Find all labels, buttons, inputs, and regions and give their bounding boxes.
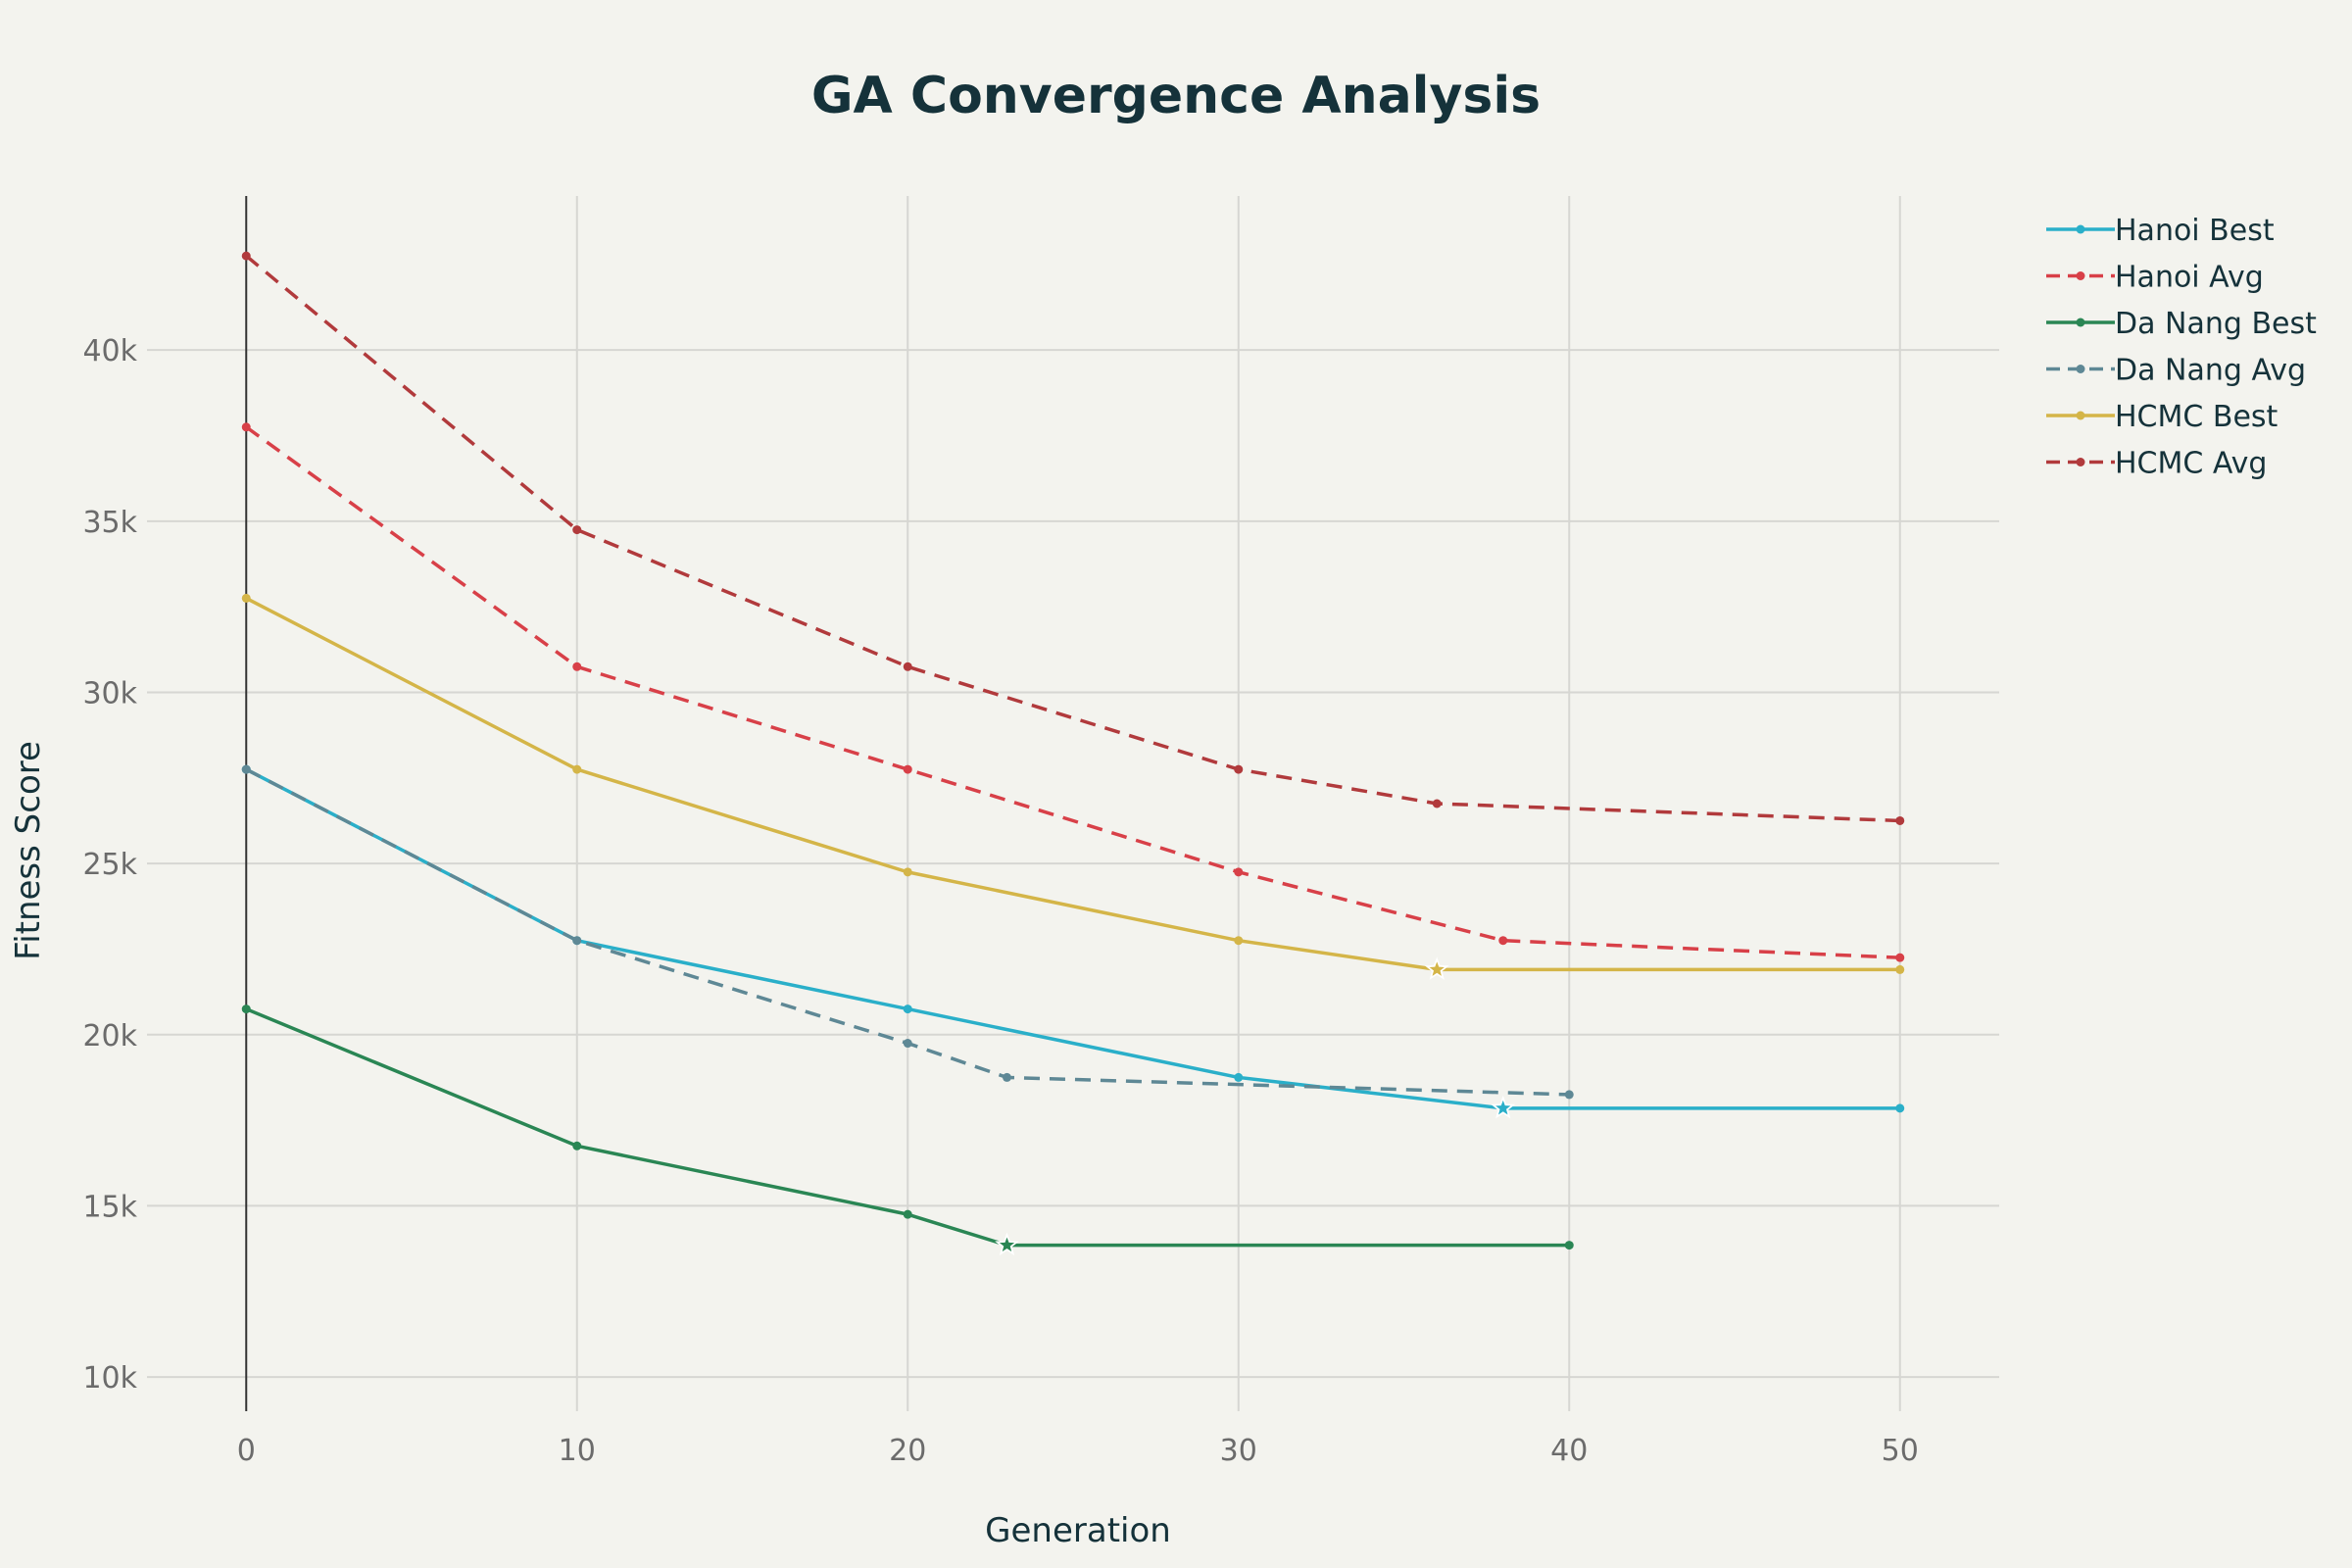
data-point-hcmc-avg[interactable]: [903, 662, 912, 671]
data-point-hanoi-avg[interactable]: [1234, 867, 1244, 877]
data-point-hcmc-best[interactable]: [903, 867, 912, 877]
data-point-hanoi-avg[interactable]: [903, 764, 912, 774]
data-point-hcmc-avg[interactable]: [1895, 815, 1905, 825]
y-axis-ticks: 10k 15k 20k 25k 30k 35k 40k: [82, 334, 137, 1396]
data-point-hcmc-best[interactable]: [1234, 936, 1244, 946]
y-tick-label: 15k: [82, 1190, 137, 1224]
legend-marker: [2076, 411, 2085, 420]
x-tick-label: 50: [1882, 1434, 1919, 1468]
convergence-star-icon[interactable]: [1429, 961, 1445, 976]
legend-item-da-nang-best[interactable]: Da Nang Best: [2046, 307, 2317, 341]
data-point-hcmc-avg[interactable]: [572, 525, 582, 535]
convergence-star-icon[interactable]: [1495, 1100, 1511, 1115]
data-point-da-nang-best[interactable]: [903, 1209, 912, 1219]
grid-lines: [147, 196, 1999, 1411]
data-point-hcmc-avg[interactable]: [1432, 799, 1442, 808]
data-point-da-nang-best[interactable]: [572, 1141, 582, 1151]
legend-label: HCMC Avg: [2115, 447, 2267, 481]
data-point-hanoi-best[interactable]: [903, 1004, 912, 1014]
y-tick-label: 25k: [82, 848, 137, 882]
data-point-hanoi-avg[interactable]: [572, 662, 582, 671]
x-axis-title: Generation: [985, 1511, 1171, 1550]
y-axis-title: Fitness Score: [9, 741, 48, 960]
data-point-hanoi-best[interactable]: [1234, 1072, 1244, 1082]
data-point-da-nang-avg[interactable]: [903, 1039, 912, 1049]
legend-item-hcmc-best[interactable]: HCMC Best: [2046, 400, 2278, 434]
y-tick-label: 20k: [82, 1019, 137, 1054]
x-axis-ticks: 0 10 20 30 40 50: [237, 1434, 1919, 1468]
series-line-hanoi-avg[interactable]: [245, 425, 1900, 959]
y-tick-label: 30k: [82, 676, 137, 710]
legend-marker: [2076, 271, 2085, 280]
legend-item-da-nang-avg[interactable]: Da Nang Avg: [2046, 354, 2306, 388]
legend[interactable]: Hanoi Best Hanoi Avg Da Nang Best Da Nang A…: [2046, 214, 2317, 481]
chart-title: GA Convergence Analysis: [811, 67, 1541, 125]
x-tick-label: 10: [559, 1434, 596, 1468]
y-tick-label: 40k: [82, 334, 137, 368]
convergence-star-icon[interactable]: [999, 1237, 1015, 1252]
data-point-hcmc-best[interactable]: [572, 764, 582, 774]
legend-label: Da Nang Avg: [2115, 354, 2306, 388]
x-tick-label: 30: [1220, 1434, 1257, 1468]
legend-label: Da Nang Best: [2115, 307, 2317, 341]
data-point-hcmc-avg[interactable]: [1234, 764, 1244, 774]
data-point-hanoi-avg[interactable]: [1895, 953, 1905, 962]
data-point-da-nang-best[interactable]: [241, 1004, 251, 1014]
data-point-hanoi-avg[interactable]: [1498, 936, 1508, 946]
legend-label: HCMC Best: [2115, 400, 2278, 434]
legend-label: Hanoi Avg: [2115, 261, 2264, 295]
data-point-hanoi-avg[interactable]: [241, 422, 251, 432]
x-tick-label: 20: [889, 1434, 926, 1468]
data-point-da-nang-avg[interactable]: [1003, 1072, 1011, 1082]
series-line-hcmc-avg[interactable]: [245, 254, 1900, 823]
data-point-da-nang-avg[interactable]: [241, 764, 251, 774]
data-point-da-nang-avg[interactable]: [572, 936, 582, 946]
data-point-hcmc-avg[interactable]: [241, 251, 251, 261]
series-line-hcmc-best[interactable]: [245, 596, 1900, 972]
legend-marker: [2076, 365, 2085, 373]
x-tick-label: 40: [1550, 1434, 1588, 1468]
legend-item-hanoi-best[interactable]: Hanoi Best: [2046, 214, 2275, 248]
marker-layer: [995, 956, 1516, 1256]
data-point-hcmc-best[interactable]: [241, 593, 251, 603]
legend-marker: [2076, 224, 2085, 234]
y-tick-label: 10k: [82, 1361, 137, 1396]
legend-label: Hanoi Best: [2115, 214, 2275, 248]
y-tick-label: 35k: [82, 506, 137, 540]
data-point-hcmc-best[interactable]: [1895, 964, 1905, 974]
data-point-da-nang-avg[interactable]: [1564, 1090, 1574, 1100]
data-point-hanoi-best[interactable]: [1895, 1103, 1905, 1113]
legend-item-hanoi-avg[interactable]: Hanoi Avg: [2046, 261, 2264, 295]
data-point-da-nang-best[interactable]: [1564, 1241, 1574, 1250]
legend-marker: [2076, 458, 2085, 466]
series-layer: [241, 251, 1905, 1250]
x-tick-label: 0: [237, 1434, 256, 1468]
legend-marker: [2076, 318, 2085, 327]
legend-item-hcmc-avg[interactable]: HCMC Avg: [2046, 447, 2267, 481]
